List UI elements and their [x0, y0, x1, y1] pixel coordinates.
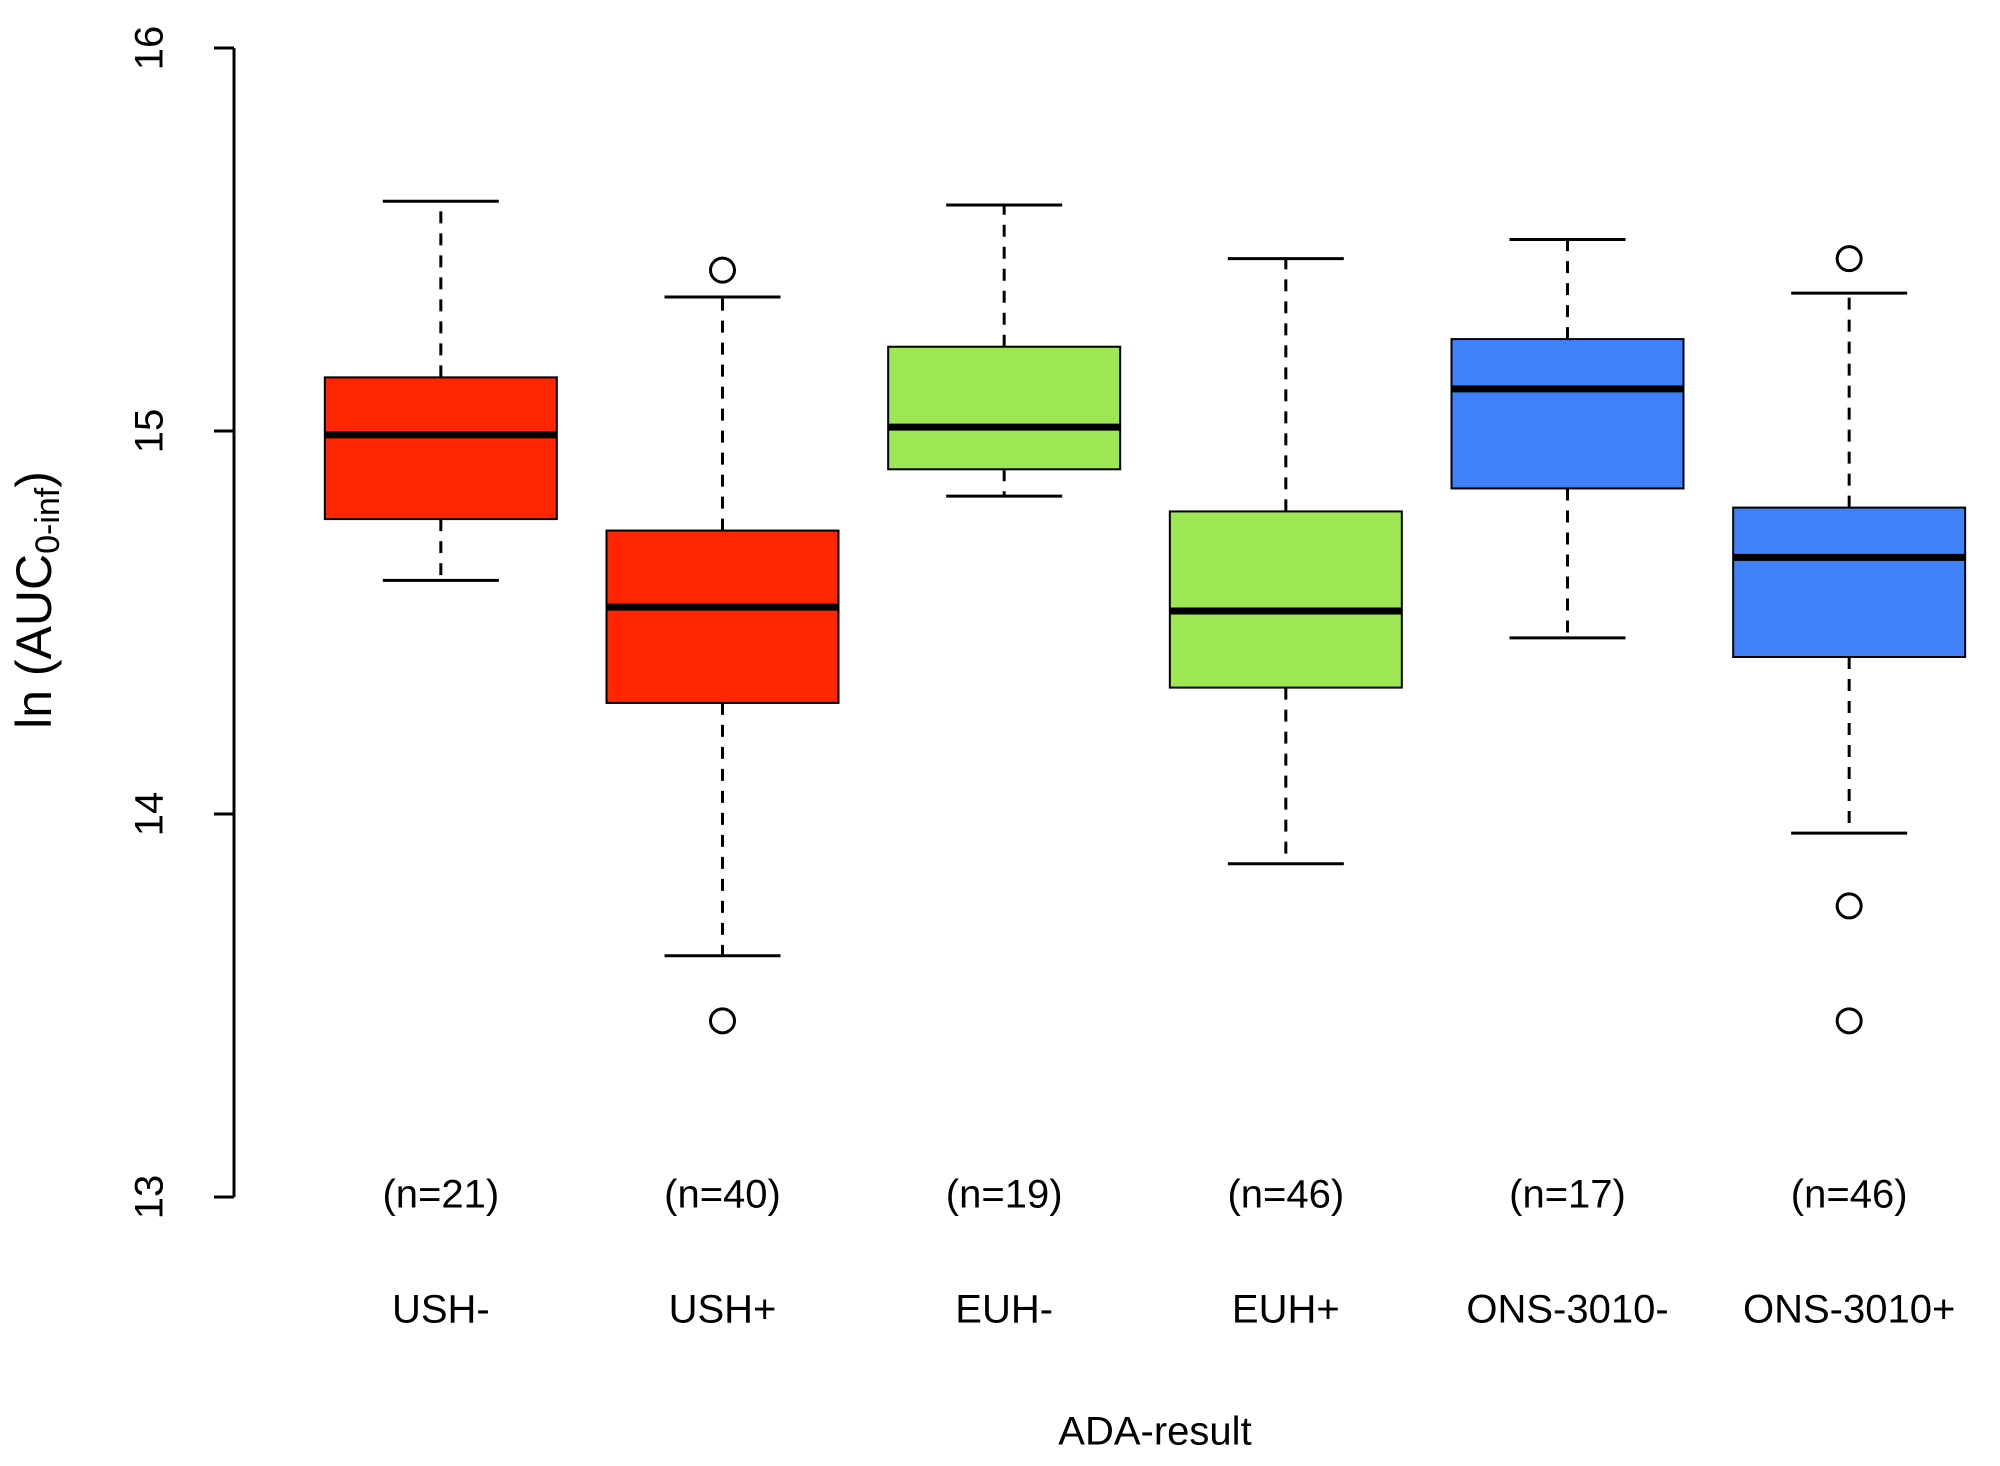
x-tick-label: USH+: [669, 1288, 777, 1332]
y-tick-label: 15: [128, 409, 172, 454]
n-label: (n=46): [1791, 1173, 1908, 1217]
outlier: [709, 1007, 736, 1035]
n-label: (n=46): [1227, 1173, 1344, 1217]
y-tick-label: 16: [128, 26, 172, 71]
y-label-subscript: 0-inf: [29, 487, 67, 554]
y-label-text: ln (AUC: [6, 554, 62, 729]
outlier: [1835, 245, 1863, 273]
n-label: (n=40): [664, 1173, 781, 1217]
x-tick-label: ONS-3010+: [1743, 1288, 1955, 1332]
outlier: [1835, 1007, 1863, 1035]
n-label: (n=19): [946, 1173, 1063, 1217]
x-tick-label: ONS-3010-: [1466, 1288, 1668, 1332]
n-label: (n=17): [1509, 1173, 1626, 1217]
n-label: (n=21): [382, 1173, 499, 1217]
box: [887, 345, 1122, 471]
y-tick-label: 14: [128, 792, 172, 837]
outlier: [1835, 892, 1863, 920]
x-tick-label: USH-: [392, 1288, 490, 1332]
x-tick-label: EUH+: [1232, 1288, 1340, 1332]
box: [605, 529, 840, 704]
y-tick-label: 13: [128, 1175, 172, 1220]
box: [323, 376, 558, 521]
y-label-suffix: ): [6, 471, 62, 488]
x-axis-label: ADA-result: [1058, 1410, 1251, 1454]
box: [1450, 338, 1685, 490]
y-axis-label: ln (AUC0-inf): [6, 471, 67, 729]
box: [1168, 510, 1403, 689]
x-tick-label: EUH-: [955, 1288, 1053, 1332]
box: [1732, 506, 1967, 658]
outlier: [709, 256, 736, 284]
